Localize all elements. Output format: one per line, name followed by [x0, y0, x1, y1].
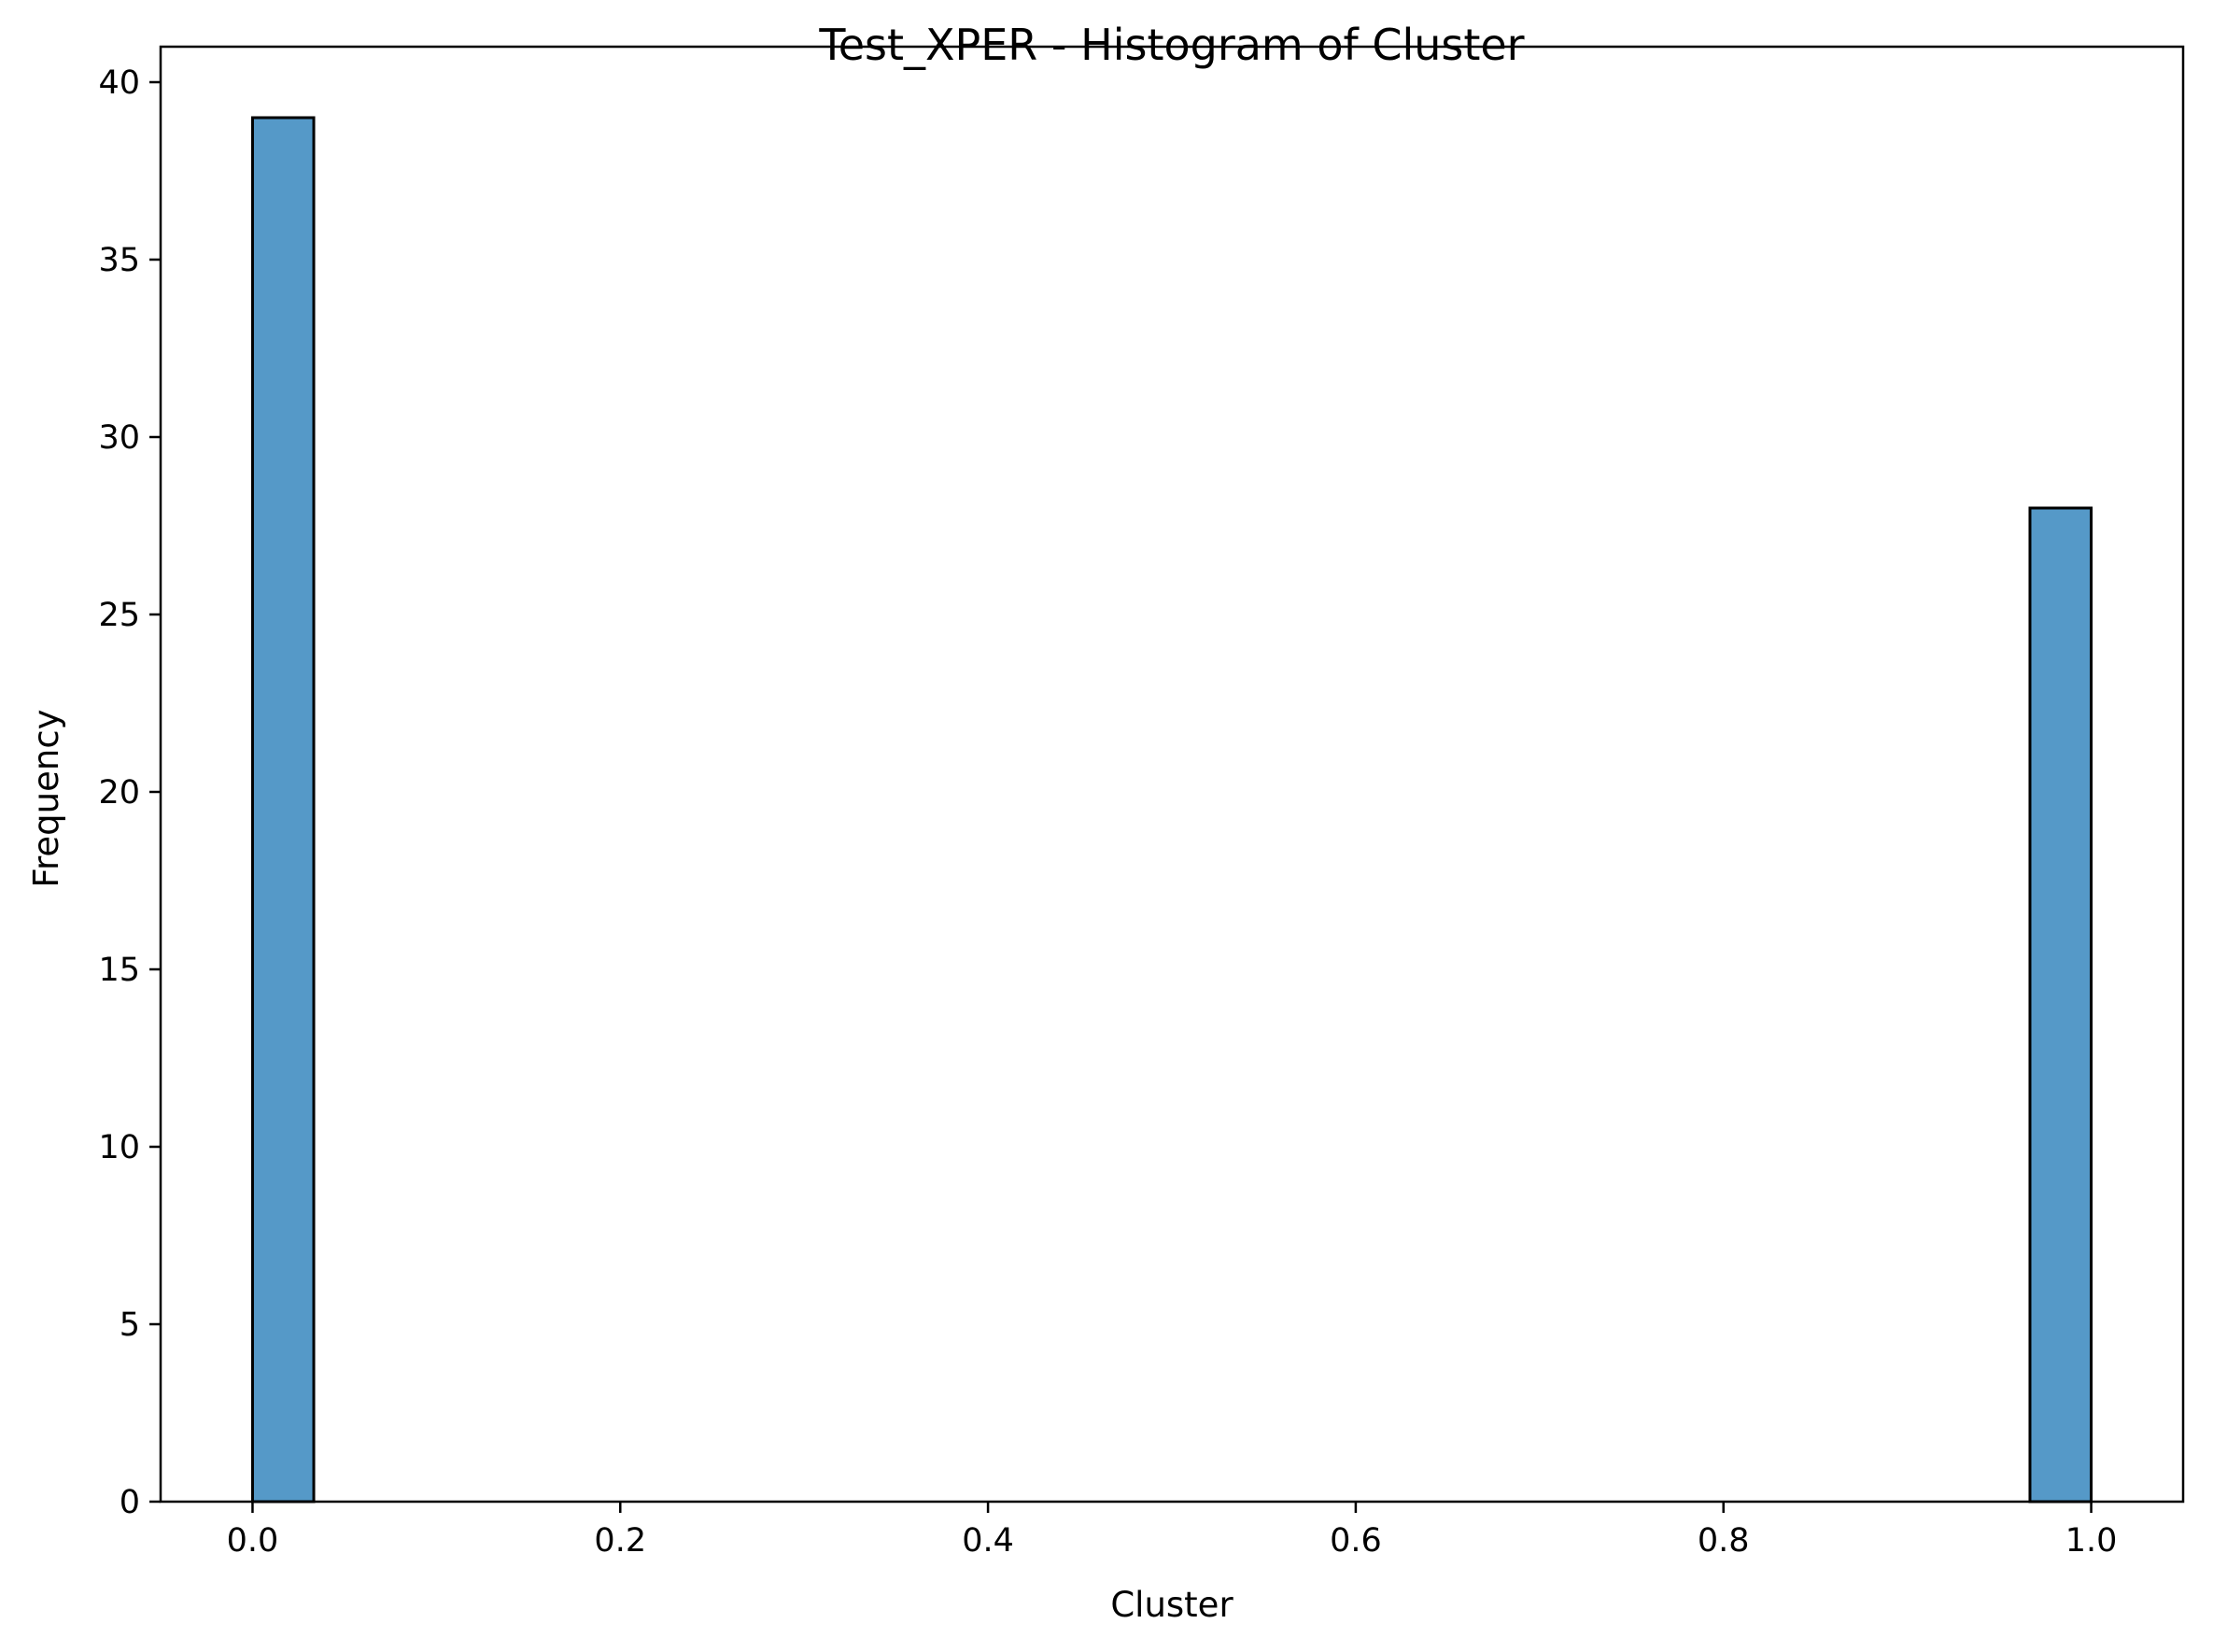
y-tick-label: 30	[98, 419, 140, 457]
x-tick-label: 1.0	[2065, 1522, 2118, 1560]
x-tick-label: 0.4	[962, 1522, 1014, 1560]
x-tick-label: 0.2	[594, 1522, 646, 1560]
histogram-bar	[2028, 506, 2093, 1504]
histogram-bar	[250, 116, 316, 1504]
y-axis-ticks: 0 5 10 15 20 25 30 35 40	[98, 64, 161, 1521]
x-tick-label: 0.6	[1330, 1522, 1382, 1560]
y-axis-label: Frequency	[26, 709, 66, 887]
y-tick-label: 25	[98, 597, 140, 634]
x-axis-ticks: 0.0 0.2 0.4 0.6 0.8 1.0	[227, 1502, 2118, 1560]
y-tick-label: 35	[98, 242, 140, 279]
plot-area-frame	[159, 45, 2185, 1504]
chart-title: Test_XPER - Histogram of Cluster	[818, 20, 1524, 70]
y-tick-label: 5	[120, 1306, 140, 1344]
x-tick-label: 0.8	[1698, 1522, 1750, 1560]
y-tick-label: 40	[98, 64, 140, 102]
x-tick-label: 0.0	[227, 1522, 279, 1560]
y-tick-label: 20	[98, 774, 140, 812]
bars-layer	[250, 116, 2093, 1504]
x-axis-label: Cluster	[1110, 1585, 1233, 1625]
y-tick-label: 10	[98, 1129, 140, 1166]
y-tick-label: 0	[120, 1484, 140, 1521]
y-tick-label: 15	[98, 952, 140, 989]
